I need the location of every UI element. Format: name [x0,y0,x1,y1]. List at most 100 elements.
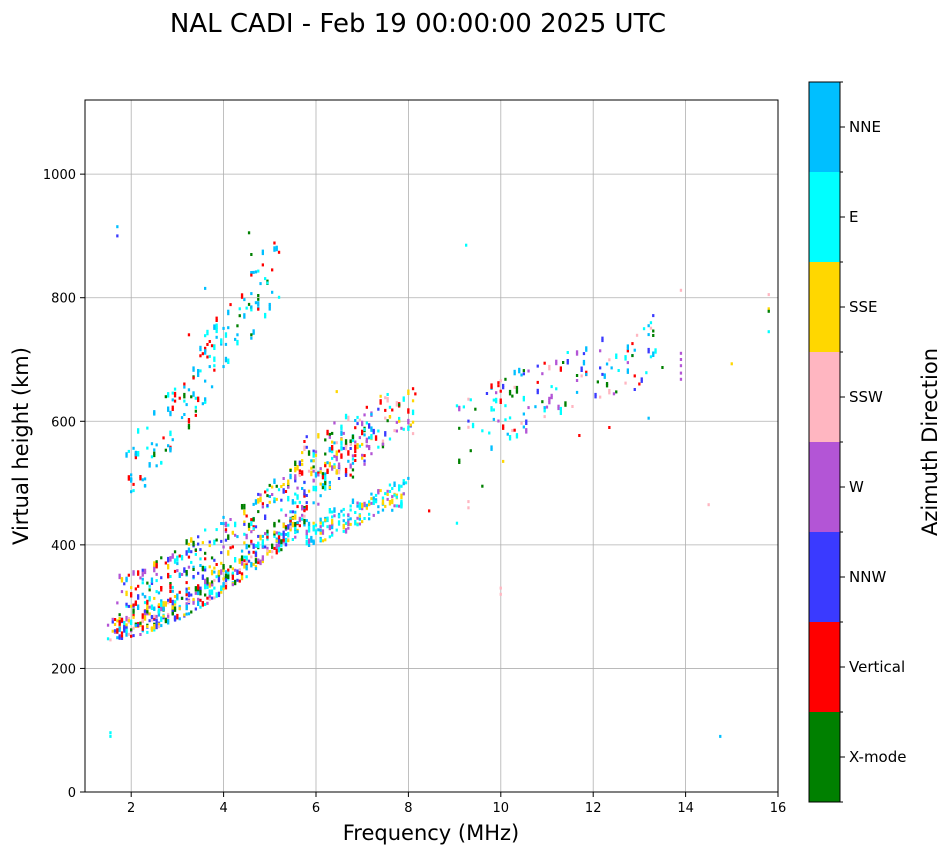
echo-point-nne [250,271,253,274]
echo-point-sse [358,514,361,518]
echo-point-x-mode [199,589,202,593]
x-tick-label: 14 [677,801,694,816]
echo-point-sse [222,569,225,572]
echo-point-nne [204,379,207,383]
echo-point-x-mode [192,543,195,547]
echo-point-nnw [220,539,223,543]
echo-point-x-mode [164,617,167,621]
echo-point-w [250,530,253,534]
echo-point-nnw [217,594,221,598]
echo-point-e [215,594,218,598]
echo-point-w [328,524,331,528]
echo-point-e [312,452,315,456]
echo-point-sse [324,518,327,522]
echo-point-nne [254,301,258,305]
echo-point-w [222,545,225,549]
echo-point-sse [259,534,262,538]
echo-point-nne [185,590,188,594]
echo-point-w [370,452,373,456]
echo-point-e [391,487,394,490]
echo-point-nnw [185,597,188,601]
echo-point-nnw [298,460,301,464]
echo-point-sse [240,574,244,578]
echo-point-vertical [324,464,327,468]
echo-point-vertical [321,473,325,477]
echo-point-ssw [271,555,274,559]
echo-point-x-mode [146,610,149,614]
echo-point-nnw [536,388,539,392]
echo-point-x-mode [284,526,288,530]
echo-point-vertical [559,366,562,370]
echo-point-nne [169,410,172,414]
echo-point-w [679,364,683,368]
echo-point-e [199,605,202,609]
echo-point-nne [291,499,294,503]
echo-point-nne [185,612,188,616]
echo-point-ssw [157,625,161,629]
echo-point-e [204,586,207,590]
echo-point-sse [384,504,387,508]
colorbar-label: SSW [849,388,883,406]
echo-point-vertical [201,601,204,605]
echo-point-vertical [305,507,308,511]
echo-point-vertical [171,408,174,411]
echo-point-vertical [134,456,137,460]
echo-point-nne [236,333,239,337]
echo-point-nne [141,592,144,596]
echo-point-nne [141,577,144,581]
echo-point-nnw [525,422,528,425]
echo-point-sse [287,479,290,483]
echo-point-sse [164,601,167,605]
echo-point-e [125,604,128,608]
echo-point-e [407,425,410,429]
echo-point-sse [162,601,165,605]
echo-point-w [358,522,361,526]
echo-point-e [331,450,334,454]
echo-point-x-mode [201,568,204,572]
echo-point-nnw [243,522,246,526]
echo-point-x-mode [204,593,207,597]
echo-point-nne [354,419,357,422]
echo-point-w [261,555,264,559]
echo-point-w [275,543,278,547]
echo-point-sse [324,538,327,542]
echo-point-nne [312,542,315,545]
echo-point-vertical [162,436,165,440]
echo-point-e [465,243,468,247]
echo-point-x-mode [132,610,135,614]
echo-point-vertical [160,586,163,589]
echo-point-vertical [224,586,228,590]
echo-point-e [307,526,311,529]
echo-point-nne [252,331,255,335]
echo-point-x-mode [187,426,191,430]
echo-point-ssw [167,601,170,605]
echo-point-vertical [289,519,292,523]
echo-point-vertical [347,452,350,456]
echo-point-x-mode [247,302,251,306]
echo-point-w [386,489,389,493]
echo-point-nnw [536,391,539,395]
echo-point-e [312,488,315,492]
echo-point-sse [268,550,271,553]
echo-point-w [328,527,331,531]
echo-point-nnw [291,510,294,514]
echo-point-x-mode [508,389,512,393]
echo-point-nne [222,522,225,526]
echo-point-nnw [303,492,306,496]
echo-point-ssw [679,288,683,292]
echo-point-e [245,575,248,579]
echo-point-sse [395,493,398,497]
echo-point-nne [125,633,128,637]
echo-point-sse [356,446,359,450]
echo-point-sse [208,544,211,548]
echo-point-ssw [499,586,502,590]
echo-point-sse [335,452,338,456]
echo-point-nnw [303,480,306,484]
echo-point-nnw [162,616,165,620]
echo-point-x-mode [351,468,355,472]
echo-point-nnw [254,551,258,555]
echo-point-ssw [208,597,211,601]
echo-point-nne [185,604,188,608]
echo-point-nnw [372,428,375,432]
echo-point-sse [231,567,234,571]
